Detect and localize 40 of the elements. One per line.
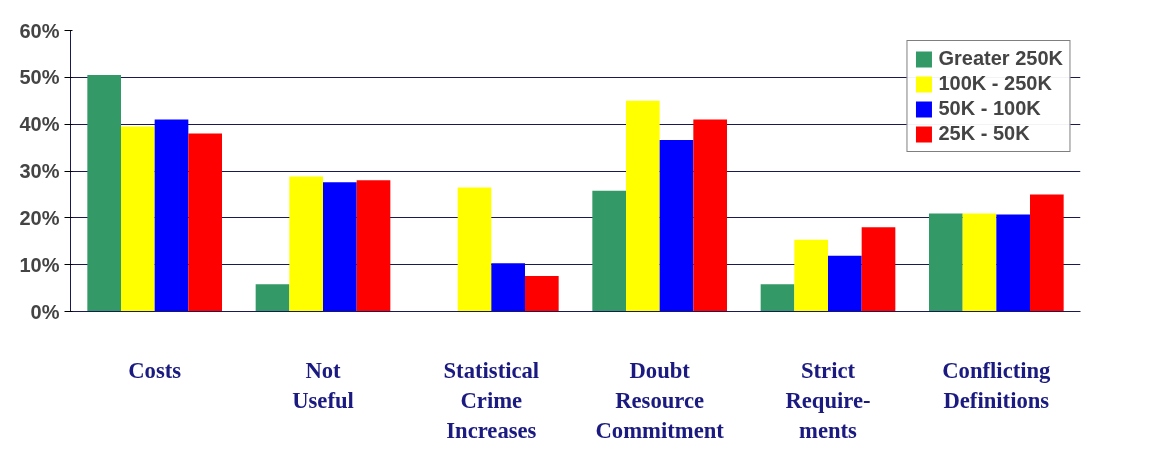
y-tick-label: 10% xyxy=(19,253,60,276)
bar xyxy=(289,176,323,312)
bar xyxy=(87,74,121,312)
x-tick-label: Not Useful xyxy=(292,357,354,413)
y-tick-label: 30% xyxy=(19,160,60,182)
y-tick-label: 20% xyxy=(19,206,60,229)
bar xyxy=(996,214,1030,312)
bar xyxy=(659,140,694,312)
bar xyxy=(962,213,997,312)
legend-label: 25K - 50K xyxy=(938,122,1030,145)
bar xyxy=(323,182,357,312)
x-tick-label: Statistical Crime Increases xyxy=(443,357,540,443)
bar xyxy=(794,239,828,312)
bar xyxy=(693,119,727,312)
bar xyxy=(188,133,222,312)
bar xyxy=(1030,194,1064,312)
x-tick-label: Costs xyxy=(128,357,182,383)
legend-label: 100K - 250K xyxy=(938,72,1052,95)
bar xyxy=(491,263,525,312)
bar xyxy=(592,190,626,312)
bar xyxy=(154,119,189,312)
bar xyxy=(457,187,492,312)
bar xyxy=(760,284,795,312)
x-tick-label: Doubt Resource Commitment xyxy=(595,357,725,443)
x-tick-label: Conflicting Definitions xyxy=(942,357,1052,413)
bar xyxy=(861,227,896,312)
bar xyxy=(626,100,660,312)
bar xyxy=(828,255,862,312)
y-tick-label: 0% xyxy=(30,300,60,323)
y-tick-label: 50% xyxy=(19,66,60,89)
bar xyxy=(929,213,963,312)
y-tick-label: 60% xyxy=(19,19,60,42)
x-tick-label: Strict Require- ments xyxy=(785,357,871,443)
y-tick-label: 40% xyxy=(19,113,60,136)
bar xyxy=(356,180,391,312)
legend-label: 50K - 100K xyxy=(938,97,1041,120)
bar xyxy=(525,275,559,312)
bar xyxy=(121,126,155,312)
bar xyxy=(255,284,290,312)
legend-label: Greater 250K xyxy=(938,47,1063,70)
